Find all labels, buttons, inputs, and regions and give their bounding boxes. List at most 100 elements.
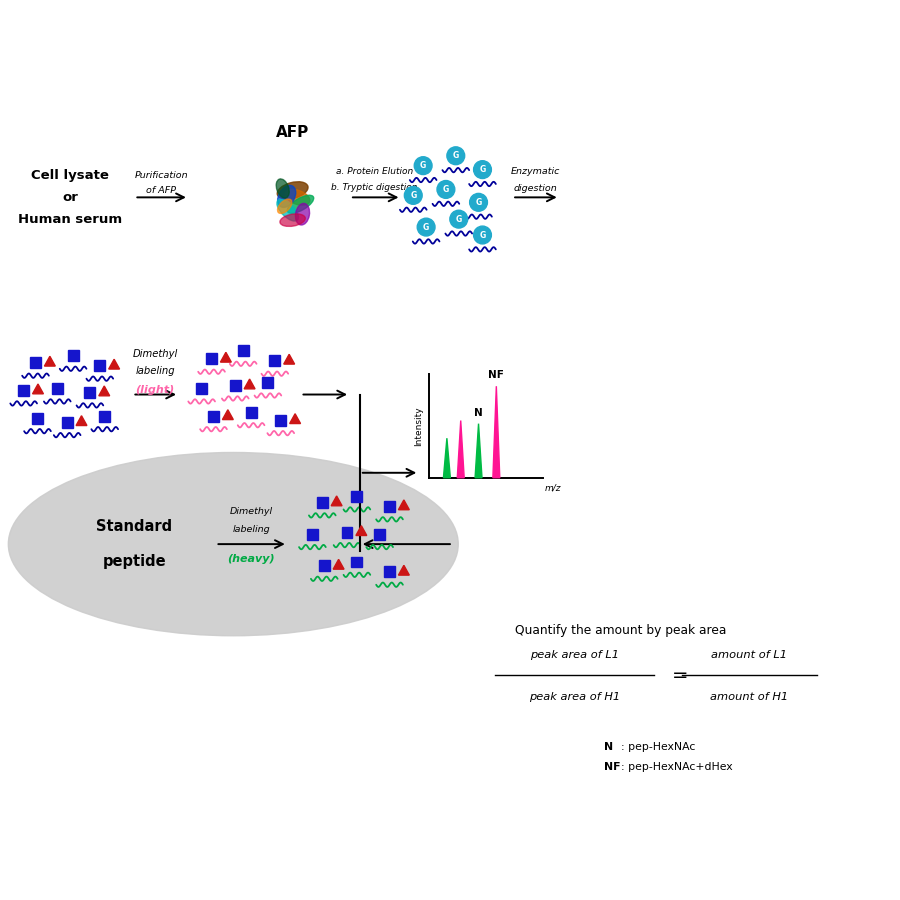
- Text: G: G: [410, 191, 417, 200]
- Text: : pep-HexNAc: : pep-HexNAc: [621, 742, 696, 752]
- Bar: [52, 383, 63, 394]
- Text: digestion: digestion: [514, 184, 558, 194]
- Text: Dimethyl: Dimethyl: [132, 349, 178, 359]
- Text: (light): (light): [136, 384, 175, 394]
- Text: labeling: labeling: [232, 526, 270, 535]
- Text: G: G: [480, 165, 486, 174]
- Text: peak area of H1: peak area of H1: [529, 692, 620, 702]
- Polygon shape: [32, 384, 43, 394]
- Polygon shape: [444, 438, 450, 478]
- Text: b. Tryptic digestion: b. Tryptic digestion: [331, 184, 418, 193]
- Circle shape: [447, 147, 464, 165]
- Bar: [18, 385, 29, 396]
- Polygon shape: [399, 500, 410, 509]
- Polygon shape: [76, 416, 87, 426]
- Text: Enzymatic: Enzymatic: [511, 166, 561, 176]
- Circle shape: [437, 181, 454, 198]
- Text: Quantify the amount by peak area: Quantify the amount by peak area: [515, 624, 726, 637]
- Circle shape: [450, 211, 468, 228]
- Text: m/z: m/z: [544, 483, 562, 492]
- Bar: [342, 526, 353, 537]
- Bar: [206, 354, 217, 364]
- Text: Dimethyl: Dimethyl: [230, 508, 273, 517]
- Text: G: G: [420, 161, 427, 170]
- Text: G: G: [455, 215, 462, 224]
- Polygon shape: [333, 560, 344, 569]
- Circle shape: [473, 226, 491, 244]
- Bar: [238, 346, 248, 356]
- Bar: [275, 415, 286, 426]
- Text: G: G: [480, 230, 486, 239]
- Bar: [352, 556, 363, 567]
- Polygon shape: [244, 379, 255, 389]
- Ellipse shape: [276, 179, 289, 198]
- Text: amount of H1: amount of H1: [710, 692, 788, 702]
- Polygon shape: [222, 410, 233, 419]
- Polygon shape: [457, 420, 464, 478]
- Circle shape: [473, 161, 491, 178]
- Text: NF: NF: [604, 762, 621, 772]
- Text: G: G: [423, 222, 429, 231]
- Polygon shape: [284, 355, 294, 365]
- Bar: [374, 529, 385, 540]
- Text: a. Protein Elution: a. Protein Elution: [336, 166, 413, 176]
- Text: labeling: labeling: [135, 365, 175, 375]
- Text: : pep-HexNAc+dHex: : pep-HexNAc+dHex: [621, 762, 733, 772]
- Polygon shape: [99, 386, 110, 396]
- Bar: [68, 350, 78, 361]
- Bar: [230, 380, 240, 392]
- Polygon shape: [109, 359, 120, 369]
- Bar: [269, 356, 280, 366]
- Circle shape: [470, 194, 488, 212]
- Circle shape: [418, 218, 435, 236]
- Ellipse shape: [277, 182, 308, 199]
- Text: peptide: peptide: [103, 554, 166, 570]
- Polygon shape: [475, 424, 482, 478]
- Ellipse shape: [277, 185, 296, 207]
- Text: AFP: AFP: [276, 125, 310, 140]
- Ellipse shape: [277, 200, 299, 221]
- Text: Purification: Purification: [134, 170, 188, 179]
- Bar: [319, 561, 329, 572]
- Ellipse shape: [295, 203, 310, 225]
- Bar: [94, 360, 105, 371]
- Text: (heavy): (heavy): [228, 554, 274, 564]
- Polygon shape: [356, 526, 367, 536]
- Bar: [32, 413, 43, 424]
- Text: G: G: [453, 151, 459, 160]
- Ellipse shape: [280, 214, 305, 227]
- Text: G: G: [443, 184, 449, 194]
- Text: N: N: [604, 742, 613, 752]
- Text: G: G: [475, 198, 482, 207]
- Bar: [85, 387, 95, 398]
- Ellipse shape: [8, 453, 458, 635]
- Text: N: N: [474, 408, 483, 418]
- Bar: [307, 529, 318, 540]
- Polygon shape: [44, 356, 55, 366]
- Text: =: =: [672, 666, 688, 686]
- Bar: [62, 417, 73, 428]
- Bar: [208, 411, 219, 422]
- Text: amount of L1: amount of L1: [712, 650, 788, 660]
- Bar: [246, 407, 256, 418]
- Bar: [263, 377, 274, 388]
- Text: peak area of L1: peak area of L1: [530, 650, 619, 660]
- Polygon shape: [220, 352, 231, 362]
- Polygon shape: [399, 565, 410, 575]
- Bar: [384, 566, 395, 577]
- Text: Standard: Standard: [96, 518, 173, 534]
- Polygon shape: [290, 414, 301, 424]
- Bar: [352, 491, 363, 502]
- Polygon shape: [493, 386, 500, 478]
- Bar: [196, 383, 207, 394]
- Circle shape: [404, 186, 422, 204]
- Ellipse shape: [287, 195, 314, 213]
- Text: Cell lysate: Cell lysate: [32, 169, 109, 182]
- Text: Intensity: Intensity: [414, 406, 423, 446]
- Bar: [317, 497, 328, 508]
- Ellipse shape: [277, 199, 292, 213]
- Text: Human serum: Human serum: [18, 212, 122, 226]
- Bar: [99, 411, 110, 422]
- Bar: [30, 357, 41, 368]
- Bar: [384, 501, 395, 512]
